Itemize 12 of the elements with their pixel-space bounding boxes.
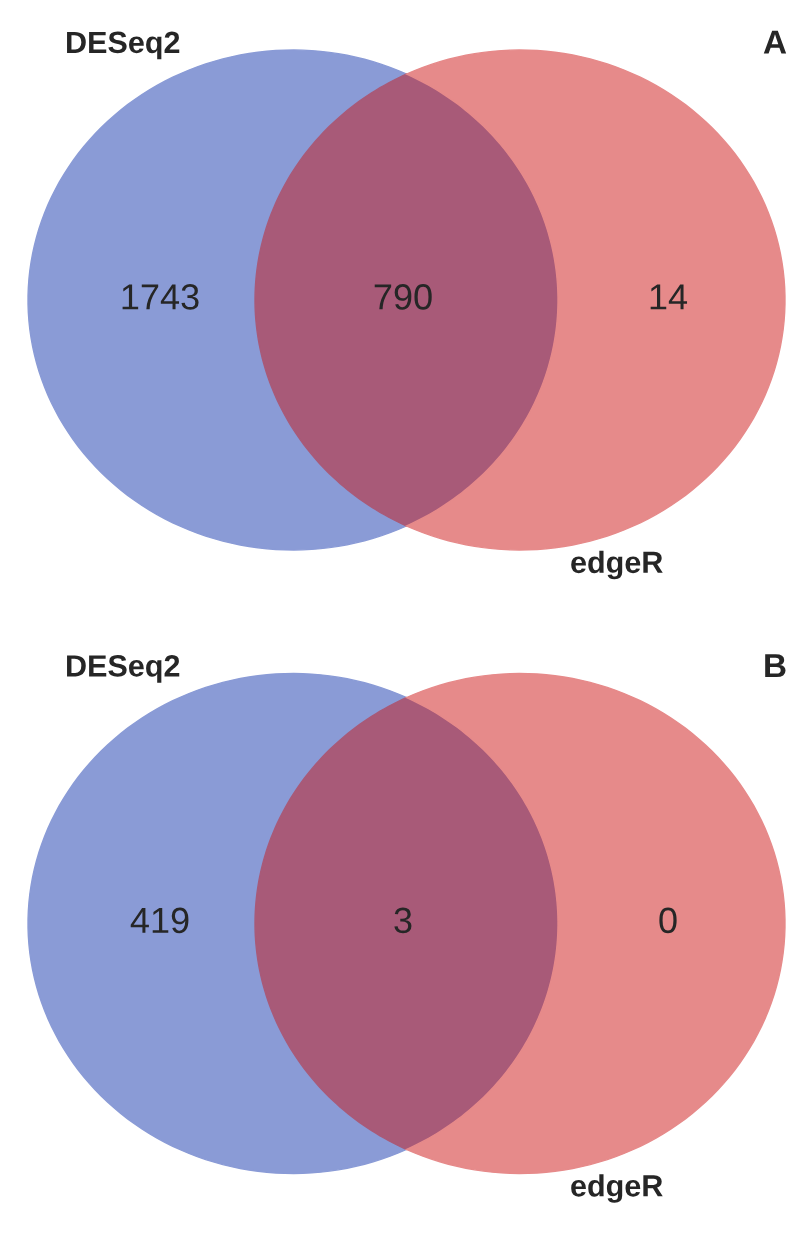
data-label: 0 — [659, 907, 677, 934]
data-label: 14 — [650, 284, 688, 310]
text: edgeR — [571, 550, 663, 580]
data-label: 419 — [130, 907, 189, 934]
data-label: 1743 — [122, 284, 199, 310]
text: B — [765, 654, 786, 678]
text: A — [763, 30, 787, 54]
text: edgeR — [571, 1174, 663, 1203]
data-label: 790 — [374, 284, 432, 310]
data-label: 3 — [394, 907, 412, 934]
text: DESeq2 — [67, 31, 180, 60]
text: DESeq2 — [67, 655, 180, 683]
